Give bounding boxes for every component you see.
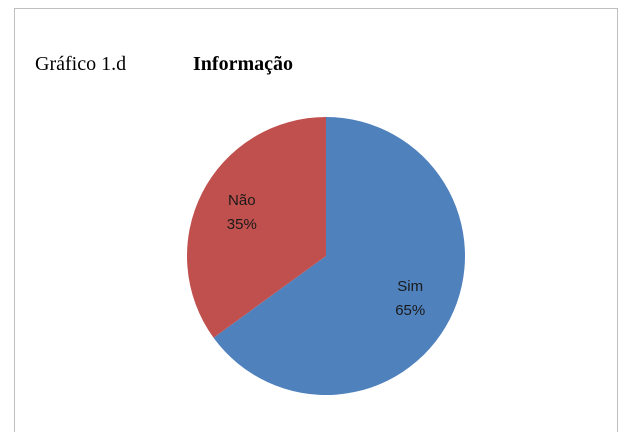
figure-label: Gráfico 1.d (35, 53, 126, 75)
slice-value-label: 35% (227, 216, 257, 233)
pie-slice (213, 117, 465, 395)
slice-value-label: 65% (395, 302, 425, 319)
chart-title: Informação (193, 53, 293, 75)
slice-category-label: Sim (397, 278, 423, 295)
pie-slice (186, 117, 326, 338)
slice-category-label: Não (228, 192, 256, 209)
